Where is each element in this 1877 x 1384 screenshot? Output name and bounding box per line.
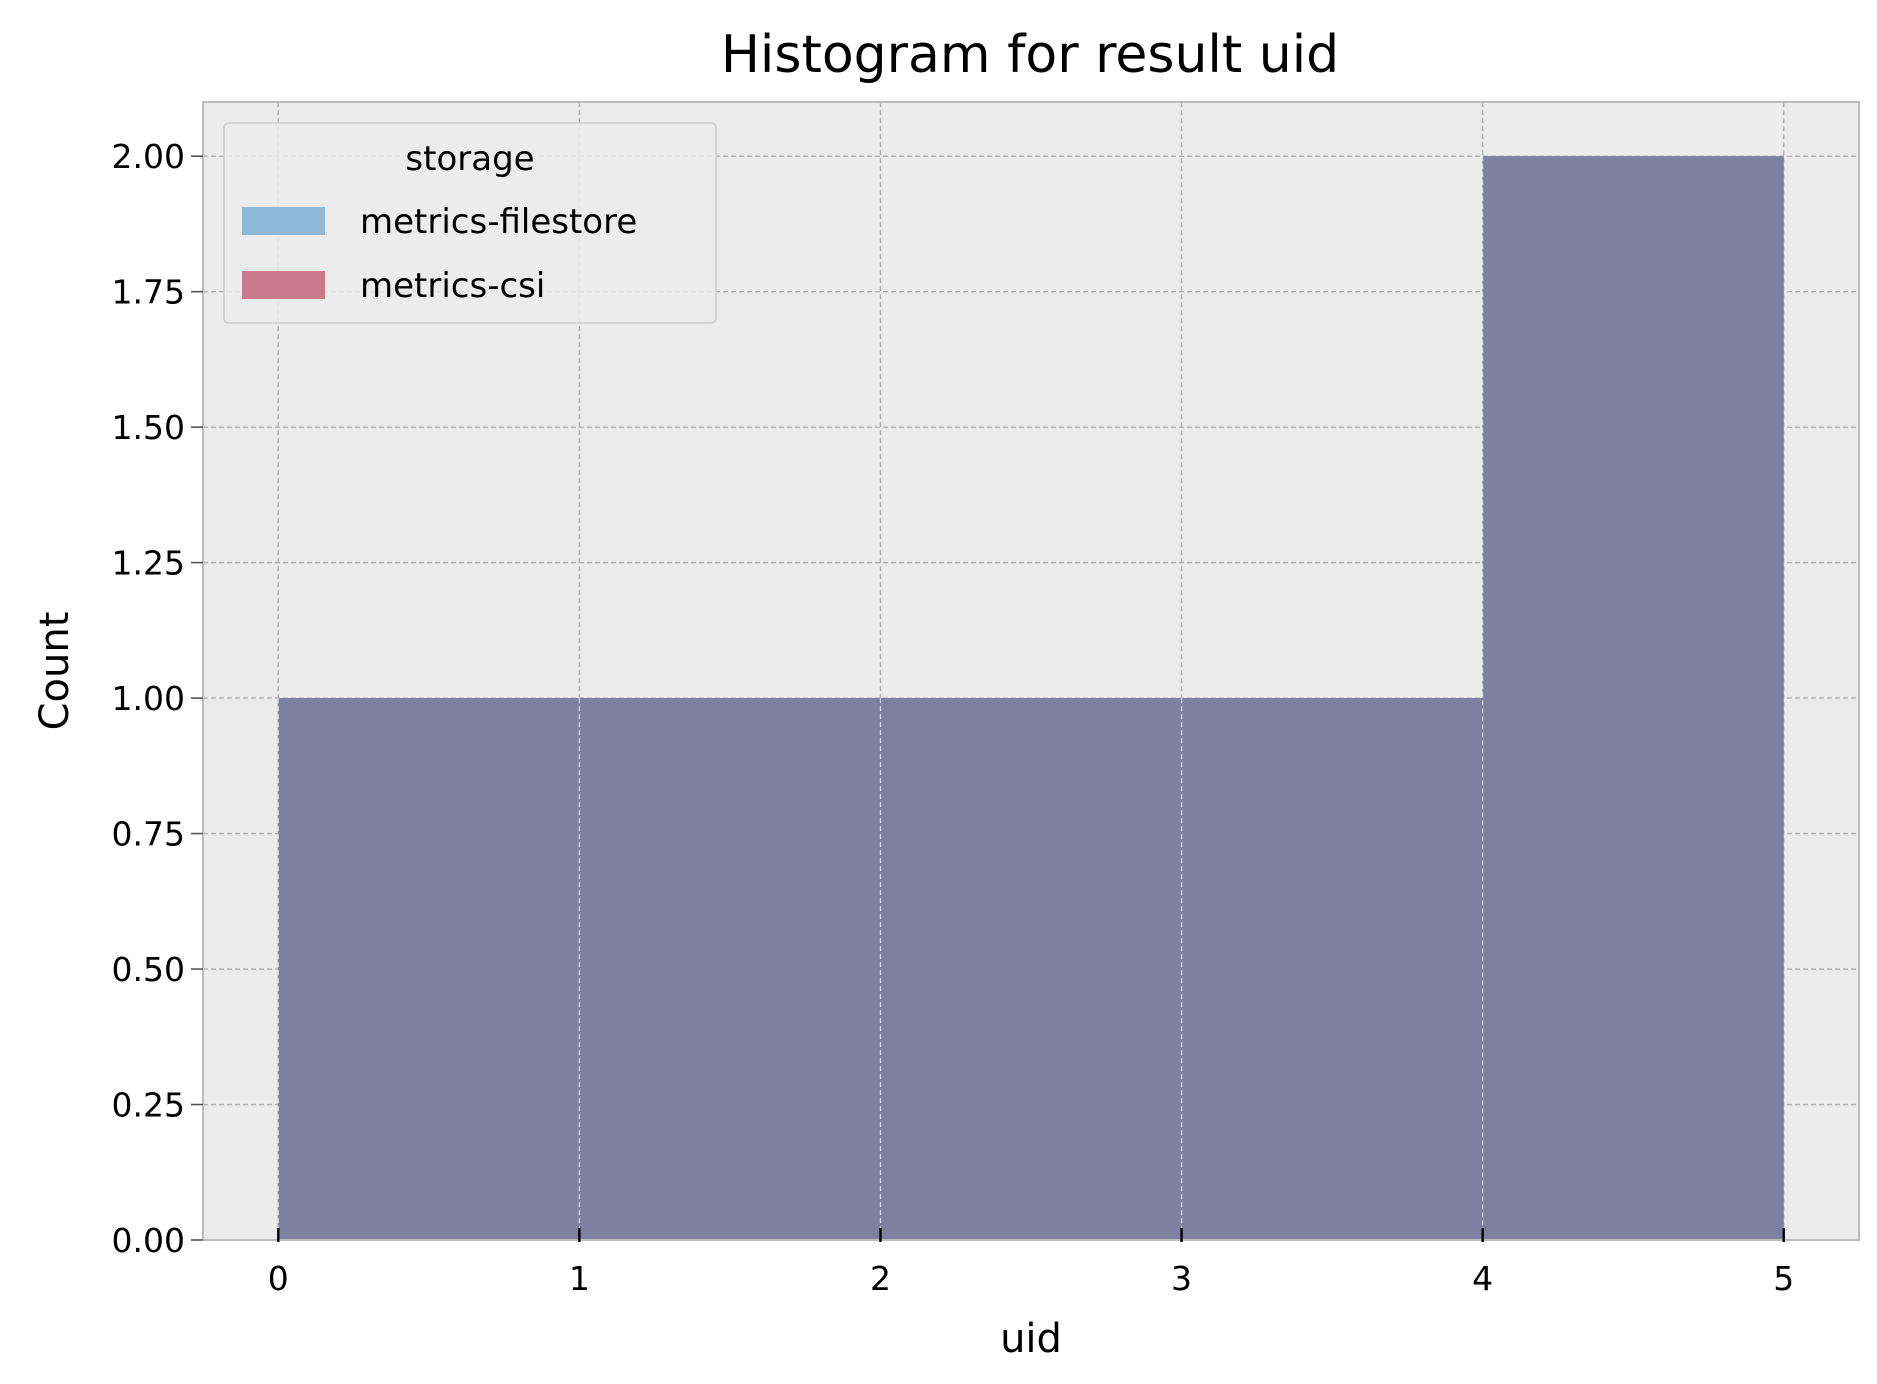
x-axis-label: uid	[1000, 1316, 1062, 1362]
bars-layer	[277, 156, 1784, 1241]
y-tick-label: 0.00	[112, 1221, 185, 1260]
histogram-bar-metrics-csi	[880, 698, 1182, 1240]
ticks-layer: 0 1 2 3 4 5 0.00 0.25 0.50 0.75 1.00 1.25 1.50 1.75 2.…	[112, 137, 1795, 1298]
y-tick-label: 1.25	[112, 544, 185, 583]
y-tick-label: 0.50	[112, 950, 185, 989]
y-tick-label: 2.00	[112, 137, 185, 176]
y-tick-label: 0.75	[112, 815, 185, 854]
y-axis-label: Count	[32, 612, 78, 731]
legend-swatch-metrics-csi	[242, 271, 325, 299]
x-tick-label: 0	[268, 1259, 289, 1298]
x-tick-label: 4	[1472, 1259, 1493, 1298]
legend-title: storage	[405, 139, 534, 179]
legend-frame	[223, 122, 717, 324]
x-tick-label: 3	[1171, 1259, 1192, 1298]
histogram-bar-metrics-csi	[1482, 156, 1784, 1241]
legend-swatch-metrics-filestore	[242, 207, 325, 235]
x-tick-label: 2	[870, 1259, 891, 1298]
y-tick-label: 1.50	[112, 408, 185, 447]
y-tick-label: 1.75	[112, 273, 185, 312]
legend-label-metrics-filestore: metrics-filestore	[360, 202, 637, 242]
y-tick-label: 1.00	[112, 679, 185, 718]
chart-title: Histogram for result uid	[721, 25, 1339, 85]
legend: storage metrics-filestore metrics-csi	[223, 122, 717, 324]
histogram-bar-metrics-csi	[1181, 698, 1483, 1240]
x-tick-label: 1	[569, 1259, 590, 1298]
histogram-bar-metrics-csi	[278, 698, 580, 1240]
plot-frame	[202, 101, 1860, 1241]
y-tick-label: 0.25	[112, 1086, 185, 1125]
legend-label-metrics-csi: metrics-csi	[360, 266, 545, 306]
histogram-bar-metrics-csi	[579, 698, 881, 1240]
x-tick-label: 5	[1773, 1259, 1794, 1298]
